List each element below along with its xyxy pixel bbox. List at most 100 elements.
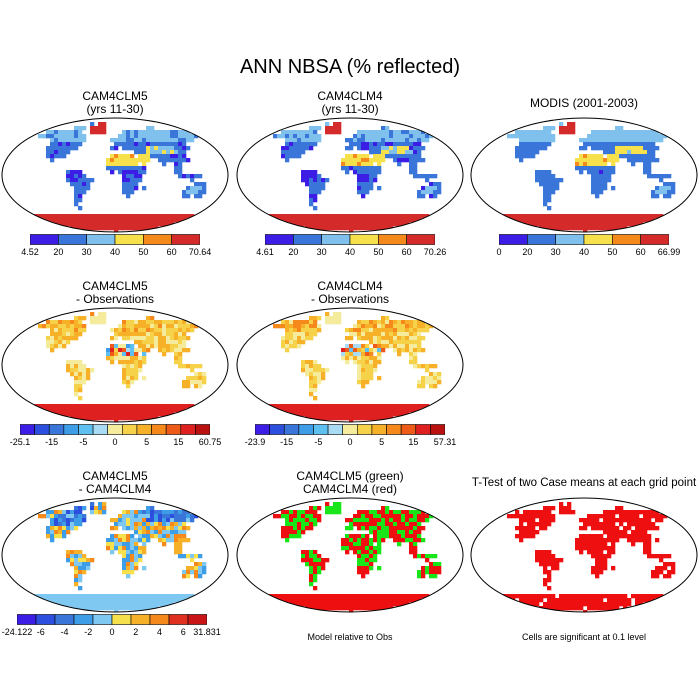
colorbar-tick-label: 40	[344, 247, 356, 257]
colorbar-tick-label: 70.64	[188, 247, 212, 257]
colorbar-swatch	[269, 424, 285, 435]
colorbar-swatch	[92, 424, 108, 435]
colorbar-swatch	[58, 234, 87, 245]
panel-title: CAM4CLM5 - Observations	[0, 280, 230, 306]
colorbar-swatch	[298, 424, 314, 435]
colorbar-swatch	[386, 424, 402, 435]
map-model-relative-to-obs	[236, 497, 464, 613]
panel-clm5-minus-clm4: CAM4CLM5 - CAM4CLM4 -24.122 -6 -4 -2 0 2 4 6 31.…	[0, 470, 230, 685]
colorbar-swatch	[165, 424, 182, 435]
map-modis	[470, 117, 698, 233]
colorbar-swatch	[86, 234, 116, 245]
panel-title-line: CAM4CLM5	[82, 279, 148, 293]
colorbar-tick-label: 50	[607, 247, 618, 257]
colorbar-tick-label: 60	[635, 247, 646, 257]
colorbar-tick-label: 0	[112, 437, 118, 447]
panel-title-line: - Observations	[75, 292, 155, 306]
colorbar: -23.9 -15 -5 0 5 15 57.31	[245, 424, 456, 452]
colorbar-tick-label: 20	[522, 247, 533, 257]
panel-title-line: MODIS (2001-2003)	[529, 96, 639, 110]
panel-title: MODIS (2001-2003)	[469, 97, 699, 110]
map-cam4clm4	[236, 117, 464, 233]
colorbar-swatch	[327, 424, 343, 435]
colorbar-swatches	[255, 424, 445, 435]
map-clm5-minus-clm4	[1, 497, 229, 613]
colorbar-tick-label: 57.31	[433, 437, 457, 447]
map-cam4clm4-minus-obs	[236, 307, 464, 423]
panel-cam4clm5-minus-obs: CAM4CLM5 - Observations -25.1 -15 -5 0 5 15 60…	[0, 280, 230, 495]
panel-cam4clm4-model: CAM4CLM4 (yrs 11-30) 4.61 20 30 40 50 60 70.26	[235, 90, 465, 305]
colorbar-swatch	[107, 424, 123, 435]
colorbar-swatch	[415, 424, 431, 435]
land-field	[503, 122, 676, 232]
map-outline	[236, 497, 464, 613]
colorbar-tick-label: 4.61	[256, 247, 274, 257]
colorbar-swatch	[17, 614, 37, 625]
colorbar-swatch	[35, 614, 56, 625]
colorbar-tick-label: 60	[166, 247, 177, 257]
colorbar-tick-label: 30	[316, 247, 327, 257]
colorbar-tick-label: 30	[550, 247, 561, 257]
colorbar-swatch	[640, 234, 669, 245]
colorbar-tick-label: -24.122	[1, 627, 33, 637]
map-outline	[236, 307, 464, 423]
colorbar-swatches	[20, 424, 210, 435]
colorbar-tick-label: 50	[373, 247, 384, 257]
colorbar-swatch	[136, 424, 152, 435]
colorbar-swatch	[499, 234, 528, 245]
colorbar-swatch	[583, 234, 613, 245]
land-field	[503, 502, 676, 612]
colorbar-tick-label: 15	[408, 437, 419, 447]
panel-t-test: T-Test of two Case means at each grid po…	[469, 470, 699, 685]
colorbar-tick-label: 60	[401, 247, 412, 257]
colorbar-swatch	[30, 234, 59, 245]
colorbar-swatch	[357, 424, 373, 435]
colorbar-tick-label: 6	[180, 627, 186, 637]
colorbar-swatch	[293, 234, 322, 245]
panel-title-line: CAM4CLM5	[82, 469, 148, 483]
panel-note: Model relative to Obs	[307, 632, 393, 642]
colorbar-swatch	[149, 614, 170, 625]
colorbar-swatch	[63, 424, 79, 435]
panel-title-line: CAM4CLM4	[317, 89, 383, 103]
colorbar: 0 20 30 40 50 60 66.99	[496, 234, 680, 262]
land-field	[34, 502, 207, 612]
panel-title: CAM4CLM4 (yrs 11-30)	[235, 90, 465, 116]
land-field	[269, 122, 442, 232]
colorbar-swatch	[255, 424, 270, 435]
colorbar-swatch	[430, 424, 445, 435]
colorbar-tick-label: 15	[173, 437, 184, 447]
colorbar-tick-label: 31.831	[193, 627, 221, 637]
colorbar-swatch	[342, 424, 358, 435]
colorbar-tick-label: -5	[314, 437, 323, 447]
map-outline	[470, 117, 698, 233]
colorbar-tick-label: 5	[379, 437, 385, 447]
map-outline	[1, 307, 229, 423]
colorbar-swatch	[54, 614, 75, 625]
colorbar-swatches	[499, 234, 669, 245]
colorbar-tick-label: -15	[45, 437, 59, 447]
colorbar-swatch	[555, 234, 585, 245]
colorbar-tick-label: -6	[36, 627, 45, 637]
colorbar-tick-label: -5	[79, 437, 88, 447]
land-field	[34, 122, 207, 232]
panel-title: CAM4CLM4 - Observations	[235, 280, 465, 306]
colorbar-swatch	[20, 424, 35, 435]
colorbar-tick-label: 70.26	[423, 247, 447, 257]
colorbar-tick-label: 0	[347, 437, 353, 447]
panel-title-line: (yrs 11-30)	[86, 102, 144, 116]
colorbar: 4.61 20 30 40 50 60 70.26	[256, 234, 446, 262]
panel-title-line: CAM4CLM4 (red)	[302, 482, 398, 496]
colorbar-swatch	[378, 234, 407, 245]
map-outline	[236, 117, 464, 233]
colorbar-tick-label: -23.9	[244, 437, 266, 447]
colorbar-tick-label: 4.52	[21, 247, 39, 257]
colorbar-swatch	[400, 424, 417, 435]
colorbar-swatch	[349, 234, 379, 245]
panel-title-line: CAM4CLM5	[82, 89, 148, 103]
colorbar-swatch	[151, 424, 167, 435]
panel-title-line: T-Test of two Case means at each grid po…	[471, 477, 697, 489]
figure-title: ANN NBSA (% reflected)	[239, 56, 461, 78]
map-outline	[1, 497, 229, 613]
colorbar-swatch	[321, 234, 351, 245]
